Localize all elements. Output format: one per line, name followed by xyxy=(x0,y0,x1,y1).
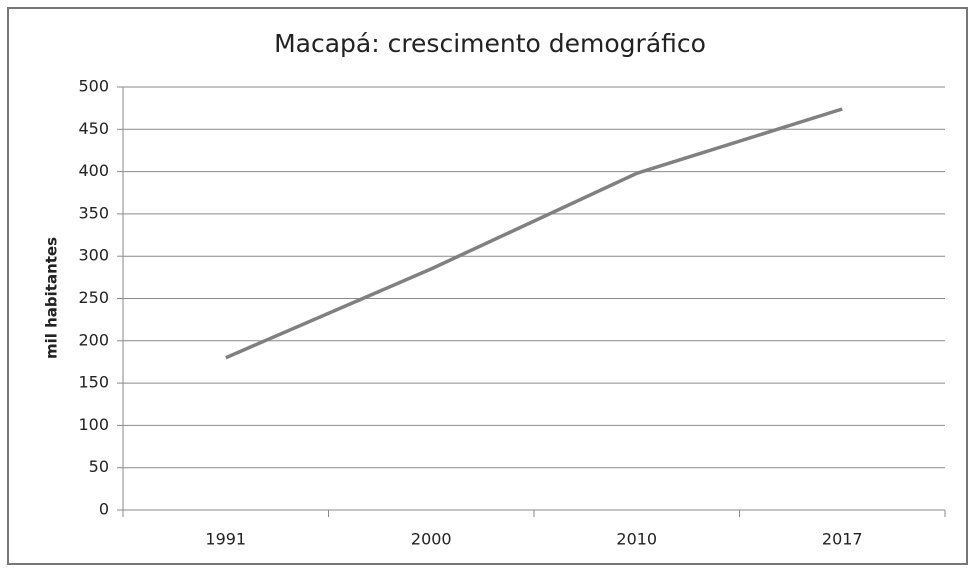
y-tick-label: 100 xyxy=(78,415,109,434)
data-line xyxy=(225,107,843,360)
x-tick-label: 2017 xyxy=(822,530,863,549)
y-tick-label: 250 xyxy=(78,288,109,307)
x-tick-label: 2010 xyxy=(616,530,657,549)
y-tick-label: 0 xyxy=(99,500,109,519)
chart-frame xyxy=(7,7,968,565)
y-tick-label: 350 xyxy=(78,203,109,222)
y-tick-label: 50 xyxy=(89,457,109,476)
x-tick-label: 2000 xyxy=(411,530,452,549)
chart-title: Macapá: crescimento demográfico xyxy=(274,29,706,58)
x-tick-label: 1991 xyxy=(205,530,246,549)
y-tick-label: 450 xyxy=(78,119,109,138)
y-axis-label: mil habitantes xyxy=(43,237,61,359)
y-tick-label: 500 xyxy=(78,77,109,96)
y-tick-label: 400 xyxy=(78,161,109,180)
y-tick-label: 150 xyxy=(78,373,109,392)
y-tick-label: 300 xyxy=(78,246,109,265)
y-tick-label: 200 xyxy=(78,330,109,349)
